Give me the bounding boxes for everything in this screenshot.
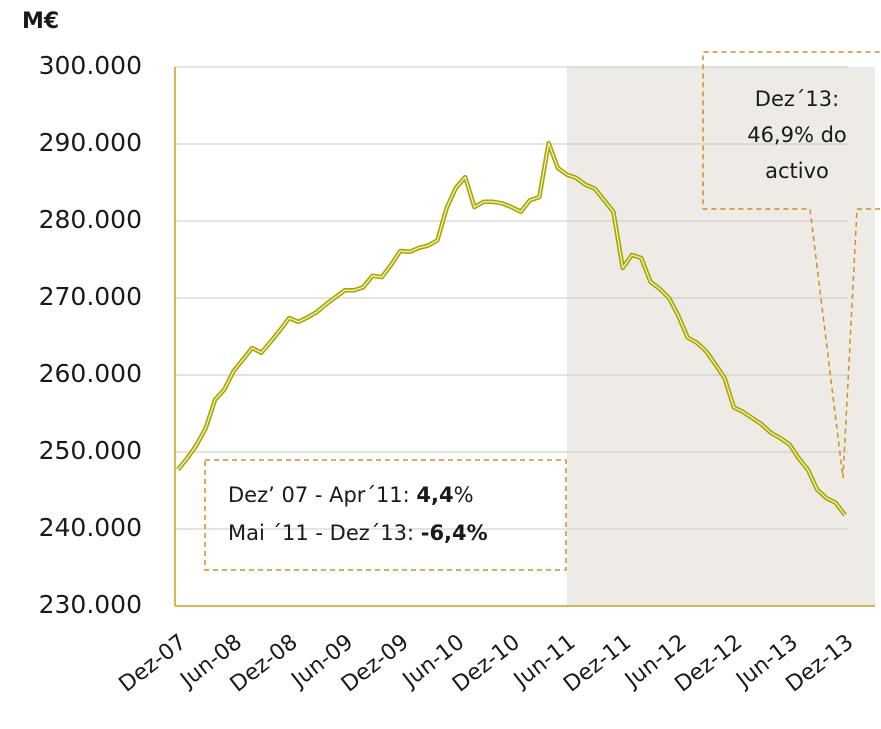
annotation-box xyxy=(204,459,567,571)
annotation-segment: Dez’ 07 - Apr´11: xyxy=(228,483,416,507)
annotation-segment: activo xyxy=(765,159,829,183)
annotation-segment: % xyxy=(454,483,474,507)
annotation-text: Dez’ 07 - Apr´11: 4,4% xyxy=(228,483,474,507)
data-line-highlight xyxy=(177,142,846,516)
annotation-text: Mai ´11 - Dez´13: -6,4% xyxy=(228,521,488,545)
annotation-text: 46,9% do xyxy=(747,123,847,147)
callout-box xyxy=(702,51,880,479)
annotation-segment: 46,9% do xyxy=(747,123,847,147)
annotation-segment: Mai ´11 - Dez´13: xyxy=(228,521,421,545)
x-tick-label: Dez-07 xyxy=(115,630,192,698)
annotation-segment: 4,4 xyxy=(416,483,453,507)
y-tick-label: 270.000 xyxy=(39,282,142,311)
y-tick-label: 250.000 xyxy=(39,436,142,465)
annotation-text: activo xyxy=(765,159,829,183)
annotation-segment: Dez´13: xyxy=(755,87,839,111)
y-tick-label: 300.000 xyxy=(39,51,142,80)
y-tick-label: 280.000 xyxy=(39,205,142,234)
y-tick-label: 260.000 xyxy=(39,359,142,388)
annotation-text: Dez´13: xyxy=(755,87,839,111)
annotation-segment: -6,4% xyxy=(421,521,488,545)
y-tick-label: 290.000 xyxy=(39,128,142,157)
y-axis-label: M€ xyxy=(22,9,59,34)
y-tick-label: 230.000 xyxy=(39,590,142,619)
y-tick-label: 240.000 xyxy=(39,513,142,542)
shaded-period xyxy=(567,67,875,606)
